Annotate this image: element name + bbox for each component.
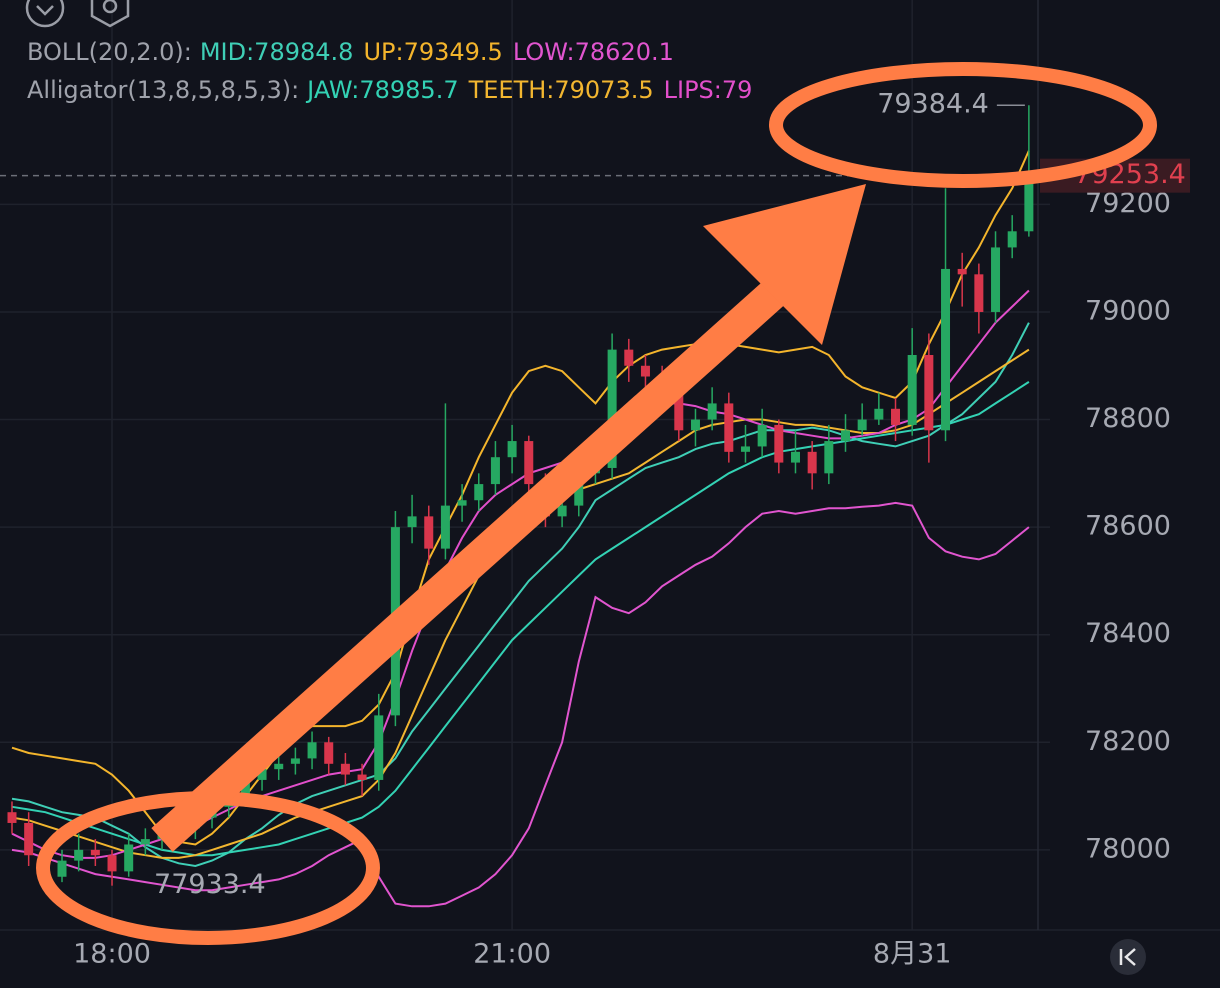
candle-body bbox=[574, 473, 584, 506]
candle-body bbox=[974, 274, 984, 312]
y-tick-label: 79000 bbox=[1085, 295, 1171, 326]
candle-body bbox=[640, 365, 650, 377]
toolbar-icons[interactable] bbox=[25, 0, 130, 28]
candle-body bbox=[907, 355, 917, 425]
legend-entry: UP:79349.5 bbox=[363, 38, 502, 66]
chevron bbox=[36, 5, 54, 16]
candle-body bbox=[357, 774, 367, 780]
candle-body bbox=[674, 392, 684, 431]
legend-title: BOLL(20,2.0): bbox=[27, 38, 192, 66]
x-tick-label: 18:00 bbox=[73, 939, 151, 970]
y-tick-label: 78600 bbox=[1085, 511, 1171, 542]
legend-entry: JAW:78985.7 bbox=[305, 76, 458, 104]
candle-body bbox=[307, 742, 317, 759]
candle-body bbox=[240, 779, 250, 797]
settings-icon[interactable] bbox=[90, 0, 130, 28]
settings-hole bbox=[102, 0, 118, 14]
candle-body bbox=[457, 500, 467, 506]
candle-body bbox=[290, 758, 300, 764]
candle-body bbox=[7, 812, 17, 823]
legend-entry: TEETH:79073.5 bbox=[468, 76, 654, 104]
candle-body bbox=[90, 849, 100, 856]
candle-body bbox=[724, 403, 734, 452]
indicator-line bbox=[11, 322, 1030, 868]
candle-body bbox=[991, 247, 1001, 312]
candle-body bbox=[824, 441, 834, 474]
max-label: 79384.4 bbox=[877, 89, 989, 120]
candle-body bbox=[124, 844, 134, 872]
candle-body bbox=[740, 446, 750, 452]
highlight-high bbox=[769, 62, 1157, 188]
arrow-head bbox=[703, 184, 866, 345]
scroll-latest-button[interactable] bbox=[1110, 939, 1146, 975]
candle-body bbox=[490, 457, 500, 485]
candle-body bbox=[1007, 231, 1017, 248]
y-tick-label: 78000 bbox=[1085, 833, 1171, 864]
candle-body bbox=[524, 441, 534, 485]
indicator-line bbox=[11, 501, 1030, 908]
candle-body bbox=[707, 403, 717, 420]
legend-entry: LOW:78620.1 bbox=[513, 38, 674, 66]
candle-body bbox=[340, 763, 350, 775]
candle-body bbox=[440, 505, 450, 549]
candle-body bbox=[891, 408, 901, 425]
x-tick-label: 8月31 bbox=[873, 939, 952, 970]
legend-entry: MID:78984.8 bbox=[200, 38, 354, 66]
button-bg[interactable] bbox=[1110, 939, 1146, 975]
candle-body bbox=[774, 424, 784, 463]
candle-body bbox=[1024, 175, 1034, 232]
candle-body bbox=[407, 516, 417, 528]
y-tick-label: 78800 bbox=[1085, 403, 1171, 434]
collapse-icon[interactable] bbox=[25, 0, 65, 28]
candle-body bbox=[557, 505, 567, 517]
candle-body bbox=[624, 349, 634, 366]
candle-body bbox=[507, 441, 517, 458]
x-tick-label: 21:00 bbox=[473, 939, 551, 970]
indicator-line bbox=[11, 348, 1030, 859]
candle-body bbox=[107, 855, 117, 872]
candle-body bbox=[690, 419, 700, 431]
candle-body bbox=[807, 451, 817, 474]
legend: BOLL(20,2.0): MID:78984.8 UP:79349.5 LOW:78… bbox=[27, 38, 752, 104]
min-label: 77933.4 bbox=[154, 869, 266, 900]
y-tick-label: 78200 bbox=[1085, 726, 1171, 757]
candle-body bbox=[957, 268, 967, 275]
candle-body bbox=[607, 349, 617, 468]
y-tick-label: 79200 bbox=[1085, 188, 1171, 219]
candle-body bbox=[857, 419, 867, 431]
indicator-line bbox=[11, 289, 1030, 859]
candle-body bbox=[374, 715, 384, 780]
button-arrow bbox=[1124, 948, 1136, 966]
candle-body bbox=[924, 355, 934, 431]
candle-body bbox=[74, 849, 84, 861]
candle-body bbox=[474, 484, 484, 501]
candles bbox=[7, 105, 1034, 886]
legend-title: Alligator(13,8,5,8,5,3): bbox=[27, 76, 299, 104]
candle-body bbox=[790, 451, 800, 463]
candle-body bbox=[140, 839, 150, 845]
annotations bbox=[36, 62, 1157, 945]
candle-body bbox=[841, 430, 850, 442]
candle-body bbox=[274, 763, 284, 770]
y-tick-label: 78400 bbox=[1085, 618, 1171, 649]
candle-body bbox=[941, 268, 951, 431]
candle-body bbox=[757, 424, 767, 447]
candle-body bbox=[24, 822, 34, 856]
arrow-shaft bbox=[151, 280, 786, 852]
legend-entry: LIPS:79 bbox=[664, 76, 753, 104]
indicator-line bbox=[11, 150, 1030, 846]
candle-body bbox=[324, 742, 334, 764]
candle-body bbox=[424, 516, 434, 549]
candle-body bbox=[57, 860, 67, 877]
candle-body bbox=[874, 408, 884, 420]
candle-body bbox=[257, 769, 267, 780]
indicator-line bbox=[11, 381, 1030, 857]
